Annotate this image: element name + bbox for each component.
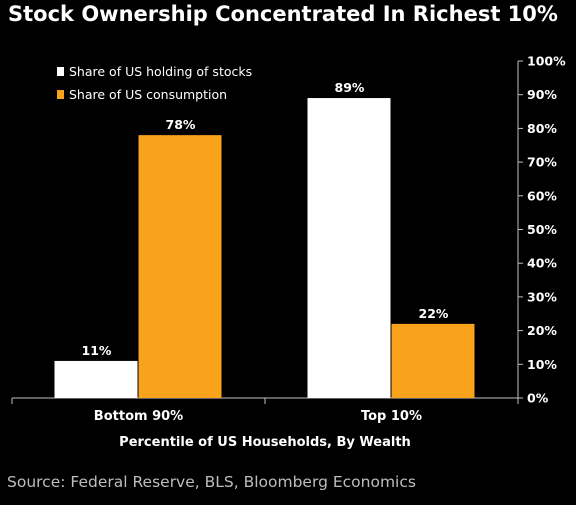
data-label: 11% <box>82 343 112 358</box>
data-label: 22% <box>419 306 449 321</box>
y-tick-label: 70% <box>527 155 557 170</box>
chart-title: Stock Ownership Concentrated In Richest … <box>8 2 558 26</box>
data-label: 78% <box>166 117 196 132</box>
y-tick-label: 90% <box>527 87 557 102</box>
y-tick-label: 40% <box>527 256 557 271</box>
y-tick-label: 60% <box>527 188 557 203</box>
y-tick-label: 10% <box>527 357 557 372</box>
bar <box>54 360 138 398</box>
y-tick-label: 50% <box>527 222 557 237</box>
legend-swatch <box>57 90 64 99</box>
legend-label: Share of US consumption <box>69 87 227 102</box>
bar <box>138 135 222 398</box>
y-tick-label: 30% <box>527 289 557 304</box>
legend-swatch <box>57 67 64 76</box>
bar-chart: 0% 10% 20% 30% 40% 50% 60% 70% 80% 90% 100% 11% 78% B… <box>11 54 566 450</box>
legend-label: Share of US holding of stocks <box>69 64 252 79</box>
x-tick-label: Bottom 90% <box>94 409 183 424</box>
x-tick-label: Top 10% <box>361 409 422 424</box>
source-note: Source: Federal Reserve, BLS, Bloomberg … <box>7 473 416 491</box>
y-tick-label: 0% <box>527 391 549 406</box>
y-tick-label: 20% <box>527 323 557 338</box>
y-tick-label: 100% <box>527 54 566 69</box>
data-label: 89% <box>335 80 365 95</box>
y-tick-label: 80% <box>527 121 557 136</box>
x-axis-title: Percentile of US Households, By Wealth <box>119 435 411 450</box>
bar <box>391 323 475 398</box>
bar <box>307 98 391 398</box>
